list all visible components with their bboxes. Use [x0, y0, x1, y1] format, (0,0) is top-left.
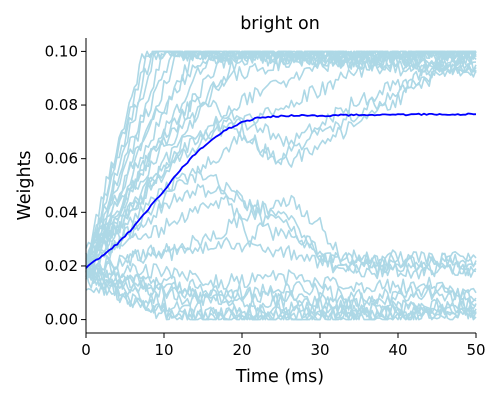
- individual-weight-line: [85, 271, 477, 316]
- individual-weight-line: [85, 50, 477, 263]
- individual-weight-line: [85, 51, 477, 271]
- chart-title: bright on: [240, 14, 320, 34]
- y-tick-label: 0.04: [45, 203, 78, 221]
- individual-weight-line: [85, 283, 477, 321]
- individual-weight-line: [85, 260, 477, 299]
- individual-weight-line: [85, 181, 477, 273]
- mean-series-group: [85, 112, 477, 269]
- x-tick-label: 30: [310, 341, 329, 359]
- individual-weight-line: [85, 266, 477, 305]
- x-axis-label: Time (ms): [235, 367, 324, 387]
- y-tick-label: 0.10: [45, 42, 78, 60]
- individual-weight-line: [85, 50, 476, 266]
- y-tick-label: 0.08: [45, 96, 78, 114]
- y-axis-label: Weights: [15, 150, 35, 220]
- x-tick-label: 40: [388, 341, 407, 359]
- x-tick-label: 0: [81, 341, 91, 359]
- x-tick-label: 10: [154, 341, 173, 359]
- axes: [85, 38, 476, 334]
- x-tick-label: 50: [466, 341, 485, 359]
- y-tick-label: 0.02: [45, 257, 78, 275]
- individual-weight-line: [85, 189, 477, 278]
- x-ticks: 0 10 20 30 40 50: [81, 333, 486, 359]
- individual-weight-line: [85, 237, 477, 273]
- individual-series-group: [85, 50, 477, 321]
- y-tick-label: 0.06: [45, 150, 78, 168]
- x-tick-label: 20: [232, 341, 251, 359]
- individual-weight-line: [85, 265, 477, 312]
- y-tick-label: 0.00: [45, 311, 78, 329]
- mean-weight-line: [85, 112, 477, 269]
- individual-weight-line: [85, 199, 477, 280]
- y-ticks: 0.00 0.02 0.04 0.06 0.08 0.10: [45, 42, 86, 329]
- individual-weight-line: [85, 270, 477, 321]
